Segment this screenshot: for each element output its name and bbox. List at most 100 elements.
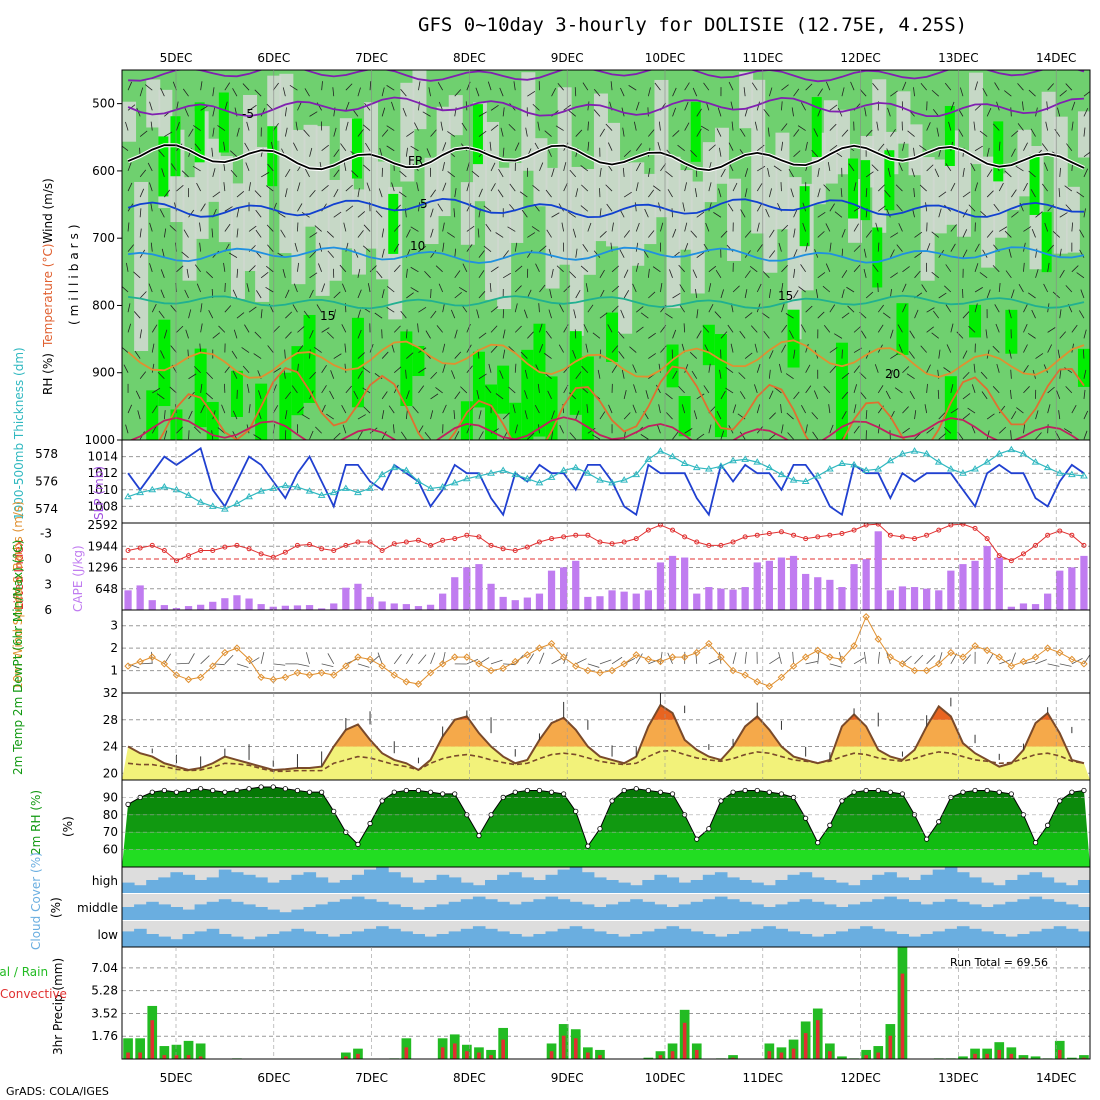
- wind10-barb: [695, 651, 698, 664]
- wind-barb: [817, 211, 826, 218]
- cape-bar: [535, 593, 544, 610]
- rh-dry-patch: [690, 181, 705, 294]
- rh-moist-patch: [993, 121, 1004, 182]
- rh2m-point: [476, 833, 482, 839]
- wind-barb: [890, 272, 898, 279]
- rh-moist-patch: [158, 136, 169, 197]
- wind-barb: [648, 291, 656, 299]
- cloud-bar: [364, 928, 377, 947]
- cape-bar: [523, 597, 531, 610]
- wind-barb: [158, 310, 165, 319]
- wind-barb: [466, 344, 472, 353]
- wind-barb: [926, 427, 934, 434]
- wind-barb: [224, 365, 231, 373]
- wind-barb: [321, 385, 327, 394]
- cloud-bar: [908, 901, 922, 920]
- wind-barb: [811, 149, 819, 157]
- wind-barb: [812, 431, 819, 440]
- thickness-point: [910, 447, 919, 454]
- thickness-point: [462, 474, 471, 482]
- rh-dry-patch: [182, 177, 197, 281]
- wind-barb: [508, 386, 516, 394]
- rh-dry-patch: [339, 118, 354, 249]
- wind-barb: [593, 109, 601, 117]
- wind-barb: [236, 228, 239, 238]
- wind-barb: [236, 312, 245, 319]
- cloud-bar: [1077, 907, 1090, 920]
- wind-barb: [293, 142, 298, 151]
- wind-barb: [970, 162, 976, 172]
- wind-barb: [284, 410, 288, 420]
- wind-barb: [426, 148, 431, 157]
- wind-barb: [134, 350, 141, 359]
- cloud-bar: [1029, 896, 1043, 920]
- wind-barb: [539, 344, 544, 353]
- cloud-bar: [267, 882, 280, 893]
- wind-barb: [986, 289, 991, 299]
- wind-barb: [181, 251, 189, 258]
- cloud-bar: [581, 872, 595, 893]
- cape-bar: [354, 583, 362, 610]
- wind-barb: [660, 222, 664, 232]
- wind10-point: [862, 613, 870, 621]
- wind-barb: [934, 168, 940, 178]
- rh2m-point: [827, 822, 833, 828]
- cloud-bar: [618, 901, 631, 920]
- wind-barb: [730, 343, 734, 353]
- rh-moist-patch: [884, 150, 895, 211]
- wind-barb: [304, 88, 310, 97]
- thickness-point: [596, 476, 604, 483]
- wind-barb: [527, 432, 535, 440]
- rh-moist-patch: [944, 376, 957, 440]
- rh2m-point: [996, 789, 1002, 795]
- precip-convective-bar: [174, 1055, 179, 1059]
- rh-dry-patch: [1005, 166, 1020, 211]
- wind-barb: [332, 87, 335, 97]
- thickness-point: [656, 447, 665, 454]
- cloud-bar: [243, 874, 256, 893]
- cape-bar: [826, 579, 834, 610]
- wind-barb: [160, 350, 165, 359]
- cloud-bar: [908, 936, 922, 947]
- wind-barb: [430, 288, 432, 299]
- cape-bar: [935, 590, 943, 610]
- wind-barb: [902, 141, 905, 151]
- cloud-bar: [351, 931, 365, 947]
- wind-barb: [896, 244, 903, 252]
- wind-barb: [817, 231, 825, 238]
- wind-barb: [754, 343, 758, 353]
- wind-barb: [430, 410, 434, 420]
- wind-barb: [769, 412, 776, 420]
- wind-barb: [559, 425, 565, 434]
- wind-barb: [301, 414, 310, 420]
- wind-barb: [200, 404, 205, 414]
- wind10-point: [910, 666, 919, 675]
- wind-barb: [914, 231, 923, 238]
- wind-barb: [958, 128, 964, 137]
- wind-barb: [793, 129, 800, 137]
- wind-barb: [634, 202, 637, 212]
- precip-convective-bar: [1082, 1057, 1086, 1059]
- wind-barb: [829, 347, 838, 353]
- date-label-bottom: 8DEC: [453, 1071, 486, 1085]
- precip-convective-bar: [973, 1053, 977, 1059]
- precip-total-bar: [135, 1038, 145, 1059]
- wind10-barb: [611, 656, 623, 665]
- wind-barb: [962, 249, 968, 258]
- wind-barb: [611, 222, 614, 232]
- wind-barb: [406, 292, 414, 299]
- wind-barb: [708, 304, 714, 313]
- cloud-bar: [872, 928, 885, 947]
- wind-barb: [499, 370, 504, 379]
- wind-barb: [150, 242, 153, 252]
- wind-barb: [430, 250, 437, 258]
- wind-barb: [126, 262, 129, 272]
- wind-barb: [418, 367, 427, 374]
- wind-barb: [1023, 303, 1028, 313]
- wind-barb: [890, 353, 899, 359]
- thickness-point: [535, 478, 544, 486]
- wind-barb: [139, 87, 144, 97]
- thickness-point: [765, 463, 774, 471]
- cloud-bar: [557, 869, 571, 893]
- wind-barb: [266, 224, 274, 232]
